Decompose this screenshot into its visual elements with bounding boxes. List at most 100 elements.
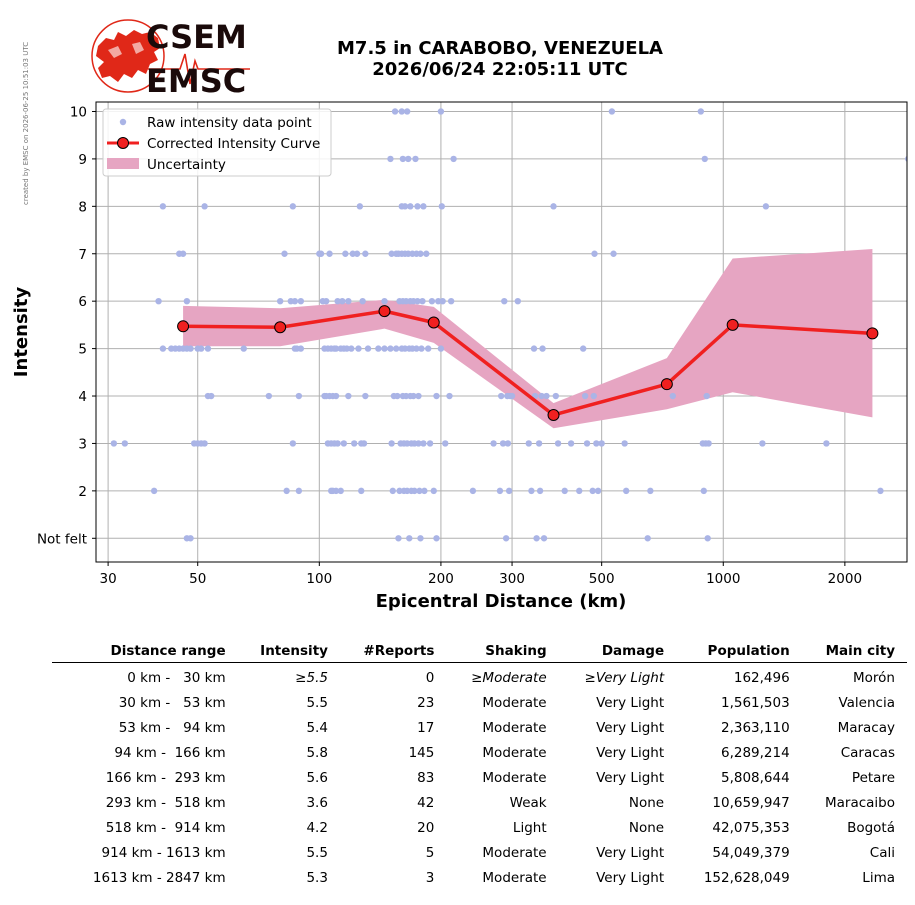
raw-data-point: [110, 440, 118, 447]
raw-data-point: [423, 250, 430, 257]
raw-data-point: [297, 297, 305, 305]
col-main-city: Main city: [801, 640, 907, 663]
raw-data-point: [590, 392, 597, 400]
raw-data-point: [705, 440, 712, 447]
raw-data-point: [197, 345, 205, 352]
raw-data-point: [416, 487, 423, 495]
legend-uncertainty-swatch: [107, 158, 139, 169]
col-reports: #Reports: [339, 640, 447, 663]
raw-data-point: [415, 392, 422, 400]
raw-data-point: [356, 203, 364, 210]
raw-data-point: [381, 297, 388, 305]
raw-data-point: [593, 440, 600, 447]
cell-reports: 17: [417, 719, 435, 736]
raw-data-point: [669, 392, 676, 400]
raw-data-point: [364, 345, 372, 352]
table-row: 1613 km - 2847 km 5.3 3 Moderate Very Li…: [52, 865, 907, 890]
distance-summary-table: Distance range Intensity #Reports Shakin…: [52, 640, 907, 890]
cell-distance: 293 km - 518 km: [101, 794, 226, 811]
table-row: 293 km - 518 km 3.6 42 Weak None 10,659,…: [52, 790, 907, 815]
corrected-curve-point: [274, 321, 287, 334]
csem-emsc-logo: CSEM EMSC: [91, 18, 250, 96]
raw-data-point: [514, 297, 522, 305]
cell-reports: 145: [408, 744, 435, 761]
raw-data-point: [561, 487, 568, 495]
raw-data-point: [499, 440, 507, 447]
raw-data-point: [179, 250, 187, 257]
raw-data-point: [437, 108, 445, 115]
raw-data-point: [389, 487, 396, 495]
corrected-curve-point: [866, 327, 879, 340]
raw-data-point: [407, 203, 414, 210]
raw-data-point: [362, 392, 369, 400]
raw-data-point: [598, 440, 605, 447]
logo-text-emsc: EMSC: [146, 62, 246, 96]
cell-population: 5,808,644: [720, 769, 790, 786]
plot-data: [110, 108, 907, 542]
y-tick-label: 10: [70, 104, 87, 120]
raw-data-point: [201, 440, 208, 447]
raw-data-point: [420, 440, 427, 447]
raw-data-point: [412, 155, 419, 163]
intensity-distance-chart: 30 50 100 200 300 500 1000 2000 Not felt 2 3 4 5 6 7 8 9…: [11, 101, 908, 612]
y-tick-label: 9: [78, 152, 87, 168]
raw-data-point: [589, 487, 596, 495]
cell-population: 10,659,947: [712, 794, 790, 811]
raw-data-point: [359, 297, 366, 305]
legend-box: [102, 108, 332, 177]
cell-intensity: 5.3: [306, 869, 328, 886]
uncertainty-band: [183, 249, 873, 429]
raw-data-point: [289, 203, 297, 210]
raw-data-point: [342, 250, 349, 257]
legend-raw-label: Raw intensity data point: [147, 115, 312, 131]
raw-data-point: [414, 297, 421, 305]
cell-reports: 0: [425, 669, 435, 686]
raw-data-point: [576, 487, 583, 495]
x-axis-label: Epicentral Distance (km): [376, 591, 627, 612]
raw-data-point: [362, 250, 369, 257]
raw-data-point: [281, 250, 288, 257]
raw-data-point: [421, 487, 428, 495]
raw-data-point: [697, 108, 705, 115]
raw-data-point: [552, 392, 560, 400]
raw-data-point: [317, 250, 325, 257]
raw-data-point: [334, 440, 341, 447]
raw-data-point: [355, 345, 362, 352]
cell-reports: 42: [417, 794, 435, 811]
table-header-row: Distance range Intensity #Reports Shakin…: [52, 640, 907, 663]
raw-data-point: [823, 440, 830, 447]
y-tick-label: 3: [78, 436, 87, 452]
cell-population: 42,075,353: [712, 819, 790, 836]
raw-data-point: [276, 297, 284, 305]
cell-population: 6,289,214: [720, 744, 790, 761]
raw-data-point: [375, 345, 382, 352]
raw-data-point: [348, 345, 355, 352]
raw-data-point: [435, 297, 442, 305]
cell-population: 1,561,503: [720, 694, 790, 711]
raw-data-point: [419, 297, 426, 305]
raw-data-point: [297, 345, 305, 352]
cell-intensity: 3.6: [306, 794, 328, 811]
raw-data-point: [295, 487, 303, 495]
cell-city: Petare: [851, 769, 895, 786]
raw-data-point: [394, 392, 401, 400]
raw-data-point: [208, 392, 215, 400]
raw-data-point: [345, 392, 352, 400]
title-line-1: M7.5 in CARABOBO, VENEZUELA: [337, 38, 663, 59]
raw-data-point: [340, 440, 348, 447]
cell-population: 54,049,379: [712, 844, 790, 861]
raw-data-point: [621, 440, 628, 447]
raw-data-point: [415, 440, 422, 447]
table-row: 518 km - 914 km 4.2 20 Light None 42,075…: [52, 815, 907, 840]
raw-data-point: [322, 297, 330, 305]
raw-data-point: [410, 392, 417, 400]
y-tick-label: 2: [78, 484, 87, 500]
cell-reports: 23: [417, 694, 435, 711]
cell-population: 2,363,110: [720, 719, 790, 736]
corrected-curve-point: [660, 378, 673, 391]
cell-shaking: Moderate: [482, 844, 547, 861]
raw-data-point: [418, 345, 425, 352]
cell-intensity: 4.2: [306, 819, 328, 836]
raw-data-point: [442, 440, 449, 447]
y-tick-label: 4: [78, 389, 87, 405]
